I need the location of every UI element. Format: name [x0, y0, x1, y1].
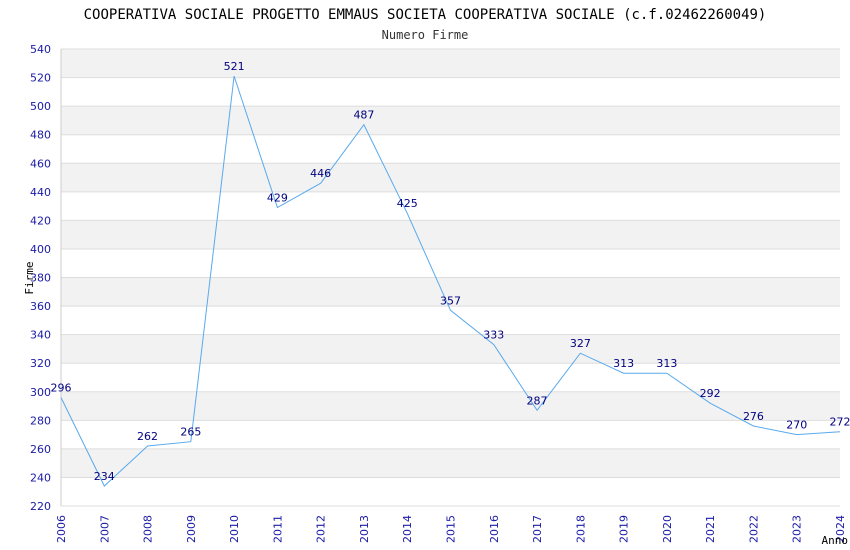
data-label: 270 — [786, 419, 807, 432]
grid-band — [61, 277, 840, 307]
data-label: 357 — [440, 294, 461, 307]
x-tick-label: 2016 — [488, 515, 501, 543]
data-label: 487 — [353, 109, 374, 122]
data-label: 333 — [483, 329, 504, 342]
data-label: 287 — [527, 394, 548, 407]
data-label: 265 — [180, 426, 201, 439]
y-tick-label: 300 — [30, 386, 51, 399]
grid-band — [61, 248, 840, 278]
data-label: 296 — [51, 381, 72, 394]
y-axis-ticks: 220 240 260 280 300 320 340 360 380 400 420 440 460 4… — [30, 43, 51, 513]
x-tick-label: 2012 — [315, 515, 328, 543]
x-tick-label: 2023 — [791, 515, 804, 543]
y-tick-label: 360 — [30, 300, 51, 313]
data-label: 446 — [310, 167, 331, 180]
x-tick-label: 2021 — [704, 515, 717, 543]
y-axis-label: Firme — [23, 261, 36, 294]
grid-band — [61, 191, 840, 221]
grid-band — [61, 134, 840, 164]
data-label: 292 — [700, 387, 721, 400]
grid-band — [61, 391, 840, 421]
grid-bands — [61, 49, 840, 506]
y-tick-label: 460 — [30, 157, 51, 170]
x-tick-label: 2015 — [445, 515, 458, 543]
y-tick-label: 540 — [30, 43, 51, 56]
y-tick-label: 400 — [30, 243, 51, 256]
x-tick-label: 2024 — [834, 515, 847, 543]
x-tick-label: 2008 — [142, 515, 155, 543]
x-tick-label: 2017 — [531, 515, 544, 543]
y-tick-label: 440 — [30, 186, 51, 199]
grid-band — [61, 448, 840, 478]
grid-band — [61, 334, 840, 364]
x-tick-label: 2019 — [618, 515, 631, 543]
x-axis-label: Anno — [822, 534, 849, 547]
data-label: 429 — [267, 192, 288, 205]
y-tick-label: 240 — [30, 471, 51, 484]
data-label: 425 — [397, 197, 418, 210]
x-tick-label: 2020 — [661, 515, 674, 543]
x-tick-label: 2013 — [358, 515, 371, 543]
x-tick-label: 2009 — [185, 515, 198, 543]
x-tick-label: 2014 — [401, 515, 414, 543]
data-label: 234 — [94, 470, 115, 483]
chart-subtitle: Numero Firme — [382, 28, 469, 42]
data-label: 313 — [613, 357, 634, 370]
grid-band — [61, 49, 840, 78]
y-tick-label: 500 — [30, 100, 51, 113]
y-tick-label: 380 — [30, 272, 51, 285]
x-tick-label: 2006 — [55, 515, 68, 543]
y-tick-label: 340 — [30, 329, 51, 342]
x-tick-label: 2011 — [271, 515, 284, 543]
y-tick-label: 480 — [30, 129, 51, 142]
data-labels: 296 234 262 265 521 429 446 487 425 357 333 287 327 3… — [51, 60, 850, 483]
data-label: 262 — [137, 430, 158, 443]
data-label: 327 — [570, 337, 591, 350]
y-tick-label: 280 — [30, 414, 51, 427]
data-label: 276 — [743, 410, 764, 423]
data-label: 313 — [656, 357, 677, 370]
x-tick-label: 2010 — [228, 515, 241, 543]
grid-lines — [60, 48, 840, 507]
data-label: 272 — [830, 416, 850, 429]
data-label: 521 — [224, 60, 245, 73]
y-tick-label: 320 — [30, 357, 51, 370]
y-tick-label: 260 — [30, 443, 51, 456]
grid-band — [61, 163, 840, 192]
series-line — [60, 75, 841, 487]
grid-band — [61, 106, 840, 135]
chart-title: COOPERATIVA SOCIALE PROGETTO EMMAUS SOCI… — [84, 7, 767, 23]
y-tick-label: 420 — [30, 214, 51, 227]
grid-band — [61, 420, 840, 449]
x-axis-ticks: 2006 2007 2008 2009 2010 2011 2012 2013 2014 2015… — [55, 515, 847, 543]
y-tick-label: 520 — [30, 72, 51, 85]
grid-band — [61, 220, 840, 249]
x-tick-label: 2007 — [98, 515, 111, 543]
grid-band — [61, 477, 840, 506]
grid-band — [61, 363, 840, 392]
x-tick-label: 2022 — [747, 515, 760, 543]
x-tick-label: 2018 — [574, 515, 587, 543]
grid-band — [61, 77, 840, 107]
y-tick-label: 220 — [30, 500, 51, 513]
